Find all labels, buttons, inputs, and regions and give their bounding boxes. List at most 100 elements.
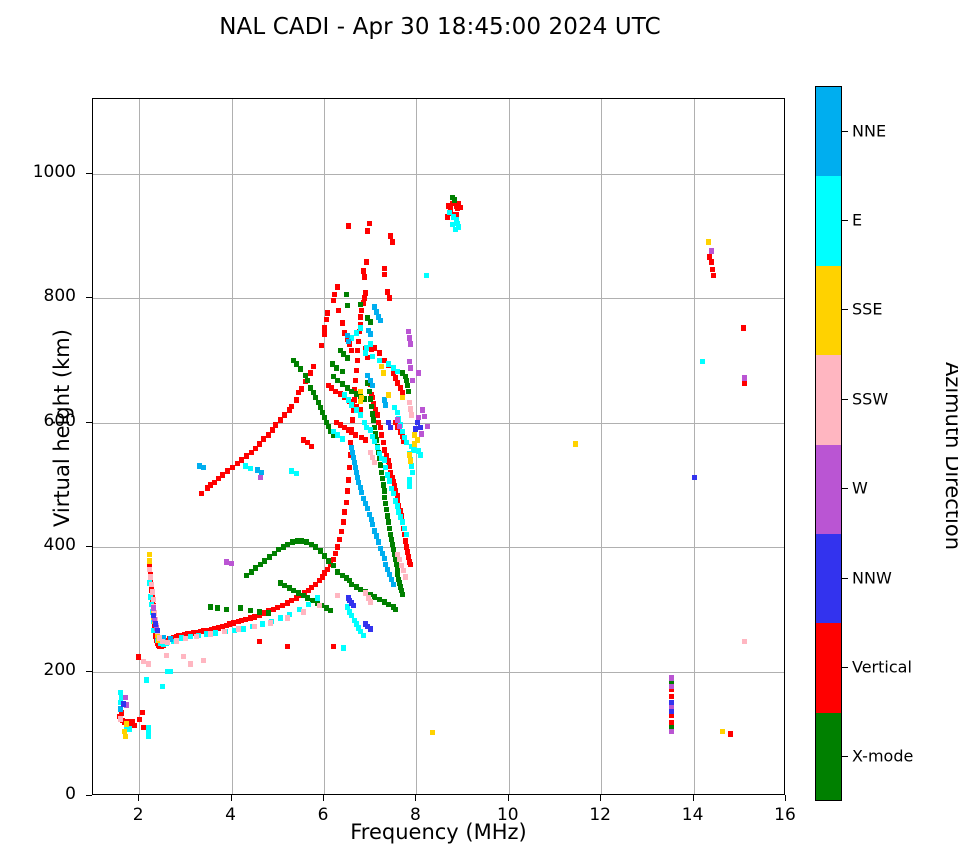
scatter-marker-x-mode: [337, 347, 343, 354]
scatter-marker-x-mode: [451, 197, 457, 203]
scatter-marker-vertical: [191, 630, 197, 636]
scatter-marker-vertical: [389, 239, 395, 245]
scatter-marker-nne: [377, 545, 383, 552]
scatter-marker-x-mode: [372, 594, 378, 600]
scatter-marker-sse: [386, 392, 392, 398]
scatter-marker-e: [407, 477, 413, 483]
scatter-marker-e: [394, 409, 400, 416]
scatter-marker-vertical: [293, 397, 299, 403]
scatter-marker-x-mode: [378, 469, 384, 476]
plot-area: [92, 98, 785, 795]
scatter-marker-ssw: [408, 406, 414, 412]
scatter-marker-nnw: [386, 419, 392, 426]
colorbar-tick-label-nne: NNE: [852, 121, 887, 141]
scatter-marker-vertical: [231, 620, 237, 626]
scatter-marker-x-mode: [367, 319, 373, 325]
scatter-marker-ssw: [145, 661, 151, 667]
scatter-marker-vertical: [364, 259, 370, 265]
scatter-marker-ssw: [300, 609, 306, 615]
scatter-marker-ssw: [407, 399, 413, 406]
scatter-marker-e: [179, 635, 185, 641]
scatter-marker-vertical: [216, 475, 222, 482]
scatter-marker-vertical: [456, 200, 462, 207]
scatter-marker-x-mode: [282, 582, 288, 589]
scatter-marker-x-mode: [370, 411, 376, 417]
scatter-marker-x-mode: [271, 550, 277, 557]
scatter-marker-vertical: [379, 432, 385, 438]
scatter-marker-e: [390, 490, 396, 497]
scatter-marker-x-mode: [319, 409, 325, 416]
scatter-marker-vertical: [362, 295, 368, 301]
scatter-marker-nne: [353, 469, 359, 476]
scatter-marker-sse: [358, 388, 364, 395]
scatter-marker-ssw: [164, 652, 170, 659]
scatter-marker-e: [356, 625, 362, 631]
scatter-marker-vertical: [173, 633, 179, 640]
scatter-marker-e: [241, 626, 247, 632]
scatter-marker-vertical: [391, 483, 397, 489]
scatter-marker-vertical: [230, 464, 236, 471]
scatter-marker-vertical: [381, 357, 387, 364]
colorbar-tick: [842, 666, 848, 668]
scatter-marker-nne: [196, 463, 202, 469]
scatter-marker-vertical: [322, 570, 328, 576]
colorbar-segment-nnw: [816, 533, 841, 624]
scatter-marker-x-mode: [243, 572, 249, 579]
scatter-marker-e: [346, 609, 352, 615]
scatter-marker-e: [118, 689, 124, 696]
scatter-marker-vertical: [247, 615, 253, 621]
scatter-marker-vertical: [205, 485, 211, 491]
scatter-marker-e: [147, 594, 153, 600]
scatter-marker-x-mode: [358, 301, 364, 308]
scatter-marker-x-mode: [668, 724, 674, 731]
scatter-marker-nne: [357, 484, 363, 491]
scatter-marker-nne: [350, 449, 356, 456]
y-axis-tick-label: 1000: [32, 161, 76, 182]
scatter-marker-ssw: [365, 595, 371, 601]
scatter-marker-vertical: [243, 453, 249, 459]
grid-layer: [93, 99, 784, 794]
scatter-marker-vertical: [289, 597, 295, 604]
scatter-marker-vertical: [239, 617, 245, 624]
scatter-marker-x-mode: [392, 556, 398, 563]
scatter-marker-sse: [406, 452, 412, 458]
scatter-marker-vertical: [365, 228, 371, 234]
scatter-marker-vertical: [344, 488, 350, 494]
scatter-marker-vertical: [710, 272, 716, 279]
scatter-marker-vertical: [227, 621, 233, 627]
scatter-marker-vertical: [708, 259, 714, 265]
scatter-marker-ssw: [236, 626, 242, 632]
colorbar-tick: [842, 488, 848, 490]
scatter-marker-vertical: [403, 544, 409, 550]
scatter-marker-vertical: [330, 556, 336, 563]
scatter-marker-vertical: [348, 439, 354, 446]
scatter-marker-vertical: [299, 386, 305, 392]
scatter-marker-vertical: [234, 460, 240, 467]
x-axis-tick: [507, 795, 509, 801]
scatter-marker-x-mode: [388, 531, 394, 538]
scatter-marker-w: [257, 474, 263, 481]
scatter-marker-ssw: [187, 661, 193, 667]
y-axis-tick: [86, 172, 92, 174]
scatter-marker-vertical: [211, 479, 217, 486]
scatter-marker-e: [401, 525, 407, 532]
scatter-marker-vertical: [328, 385, 334, 391]
scatter-marker-vertical: [305, 587, 311, 594]
scatter-marker-x-mode: [291, 357, 297, 364]
scatter-marker-e: [148, 601, 154, 608]
scatter-marker-x-mode: [365, 315, 371, 321]
scatter-marker-vertical: [340, 519, 346, 525]
scatter-marker-nnw: [388, 424, 394, 431]
gridline-horizontal: [93, 547, 784, 549]
scatter-marker-x-mode: [291, 587, 297, 594]
scatter-marker-x-mode: [387, 525, 393, 532]
scatter-marker-ssw: [149, 589, 155, 595]
scatter-marker-e: [213, 630, 219, 636]
scatter-marker-e: [340, 645, 346, 651]
scatter-marker-x-mode: [330, 373, 336, 380]
scatter-marker-e: [242, 463, 248, 469]
colorbar-tick: [842, 756, 848, 758]
scatter-marker-x-mode: [322, 553, 328, 559]
scatter-marker-x-mode: [340, 351, 346, 357]
scatter-marker-vertical: [357, 328, 363, 335]
